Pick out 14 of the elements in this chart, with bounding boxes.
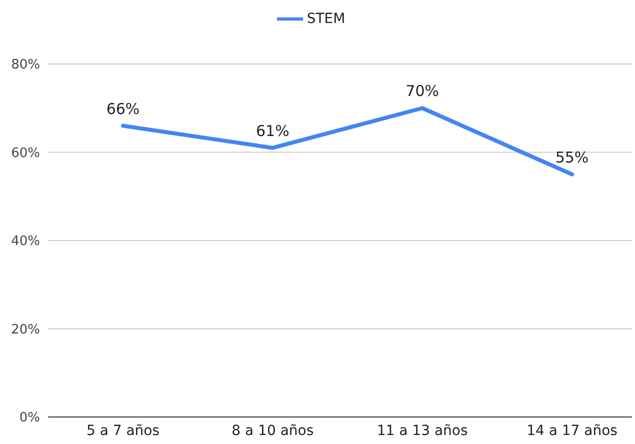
y-tick-label: 60%	[11, 146, 40, 161]
x-tick-label: 8 a 10 años	[232, 422, 314, 439]
y-tick-label: 40%	[11, 234, 40, 250]
legend-label: STEM	[306, 10, 346, 27]
data-label: 70%	[406, 82, 440, 100]
x-tick-label: 11 a 13 años	[376, 422, 468, 439]
data-label: 66%	[106, 100, 140, 118]
x-tick-label: 14 a 17 años	[526, 422, 618, 439]
y-tick-label: 0%	[19, 410, 40, 426]
data-label: 61%	[256, 122, 290, 140]
y-tick-label: 20%	[11, 322, 40, 338]
y-tick-label: 80%	[11, 58, 40, 73]
x-tick-label: 5 a 7 años	[86, 422, 160, 439]
data-label: 55%	[555, 148, 589, 166]
